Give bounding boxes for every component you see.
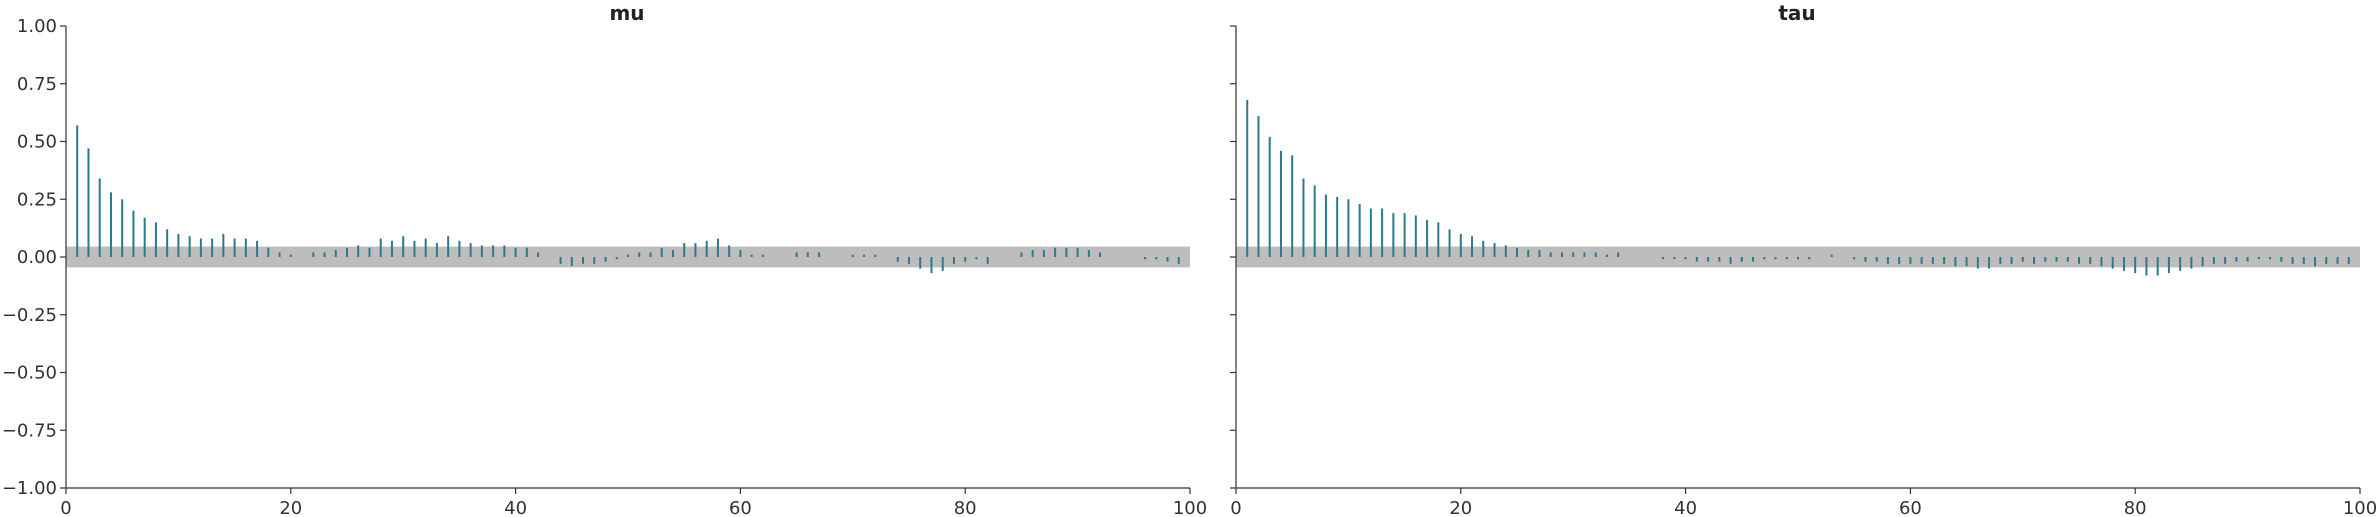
y-tick-label: −1.00 xyxy=(2,478,57,499)
y-tick-label: 0.50 xyxy=(17,132,57,153)
x-tick-label: 20 xyxy=(1449,498,1472,517)
acf-panel-tau: tau 0 20 40 60 80 100 xyxy=(1230,1,2377,517)
y-tick-label: −0.50 xyxy=(2,363,57,384)
y-tick-label: 0.00 xyxy=(17,247,57,268)
y-tick-label: −0.75 xyxy=(2,420,57,441)
acf-panel-mu: mu 0 20 40 60 80 100 1.00 0.75 0.50 0.25 0.00 −0.25… xyxy=(2,1,1207,517)
y-tick-label: 0.25 xyxy=(17,189,57,210)
x-tick-label: 40 xyxy=(1674,498,1697,517)
x-tick-label: 80 xyxy=(954,498,977,517)
x-tick-label: 0 xyxy=(60,498,71,517)
x-tick-label: 100 xyxy=(2343,498,2377,517)
chart-title-mu: mu xyxy=(609,1,644,25)
y-tick-label: 1.00 xyxy=(17,16,57,37)
x-tick-label: 0 xyxy=(1230,498,1241,517)
x-tick-label: 60 xyxy=(1899,498,1922,517)
x-tick-label: 100 xyxy=(1173,498,1207,517)
x-tick-label: 20 xyxy=(279,498,302,517)
x-tick-label: 40 xyxy=(504,498,527,517)
y-tick-label: −0.25 xyxy=(2,305,57,326)
x-tick-label: 80 xyxy=(2124,498,2147,517)
chart-title-tau: tau xyxy=(1778,1,1815,25)
x-tick-label: 60 xyxy=(729,498,752,517)
y-tick-label: 0.75 xyxy=(17,74,57,95)
